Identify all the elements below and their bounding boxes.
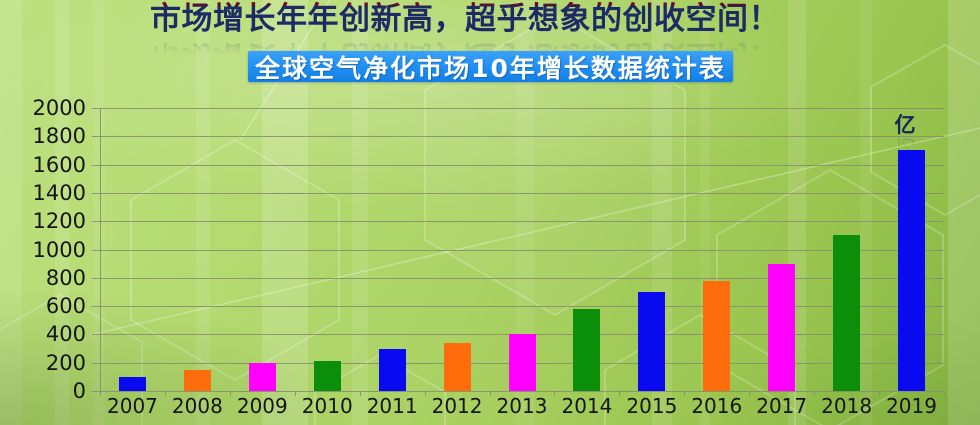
bar-2013 (508, 334, 536, 391)
bar-2016 (703, 280, 731, 391)
x-axis-label-2018: 2018 (821, 394, 873, 418)
unit-label: 亿 (894, 113, 916, 137)
x-tick (879, 391, 881, 396)
bar-2017 (768, 263, 796, 391)
x-tick (619, 391, 621, 396)
gridline-600 (100, 306, 944, 308)
y-axis-label-1800: 1800 (32, 124, 86, 149)
gridline-0 (100, 391, 944, 392)
bar-2012 (443, 342, 471, 391)
y-axis-label-600: 600 (45, 294, 86, 319)
x-tick (359, 391, 361, 396)
x-tick (229, 391, 231, 396)
x-tick (424, 391, 426, 396)
x-tick (100, 391, 101, 396)
bar-2010 (313, 361, 341, 391)
bar-2009 (248, 362, 276, 391)
y-axis-label-800: 800 (45, 265, 86, 290)
x-tick (814, 391, 816, 396)
y-tick-1600 (92, 164, 100, 166)
bar-2011 (378, 348, 406, 391)
y-axis-label-1600: 1600 (32, 152, 86, 177)
gridline-1800 (100, 136, 944, 138)
x-axis-label-2015: 2015 (626, 394, 678, 418)
y-axis-label-2000: 2000 (32, 96, 86, 120)
y-tick-1200 (92, 221, 100, 223)
gridline-2000 (100, 108, 944, 109)
x-tick (489, 391, 491, 396)
x-axis-label-2009: 2009 (236, 394, 288, 418)
x-axis-label-2010: 2010 (301, 394, 353, 418)
x-axis-label-2008: 2008 (171, 394, 223, 418)
x-axis-label-2016: 2016 (691, 394, 743, 418)
gridline-1400 (100, 192, 944, 194)
x-axis-label-2019: 2019 (886, 394, 937, 418)
y-tick-1000 (92, 249, 100, 251)
x-tick (749, 391, 751, 396)
gridline-1000 (100, 249, 944, 251)
page-title: 市场增长年年创新高，超乎想象的创收空间！ (150, 1, 780, 37)
x-tick (684, 391, 686, 396)
y-tick-1800 (92, 136, 100, 138)
y-axis-label-1200: 1200 (32, 209, 86, 234)
y-axis-label-200: 200 (45, 350, 86, 375)
chart-banner-label: 全球空气净化市场10年增长数据统计表 (255, 53, 726, 83)
gridline-1200 (100, 221, 944, 223)
x-tick (944, 391, 945, 396)
bar-2014 (573, 308, 601, 391)
y-tick-800 (92, 277, 100, 279)
x-axis-label-2013: 2013 (496, 394, 548, 418)
y-tick-400 (92, 334, 100, 336)
bar-2015 (638, 291, 666, 391)
chart-banner: 全球空气净化市场10年增长数据统计表 (248, 51, 733, 83)
y-tick-1400 (92, 192, 100, 194)
y-axis-label-400: 400 (45, 322, 86, 347)
x-tick (554, 391, 556, 396)
bar-2018 (833, 235, 861, 391)
bar-2019 (898, 150, 926, 391)
y-tick-200 (92, 362, 100, 364)
y-tick-2000 (92, 108, 100, 109)
y-tick-600 (92, 306, 100, 308)
x-axis-label-2014: 2014 (561, 394, 613, 418)
x-axis-label-2011: 2011 (366, 394, 418, 418)
y-axis-label-0: 0 (72, 379, 86, 403)
gridline-1600 (100, 164, 944, 166)
gridline-800 (100, 277, 944, 279)
y-axis-label-1000: 1000 (32, 237, 86, 262)
bar-2007 (118, 376, 146, 391)
y-axis-label-1400: 1400 (32, 180, 86, 205)
x-axis-label-2012: 2012 (431, 394, 483, 418)
x-tick (294, 391, 296, 396)
x-tick (164, 391, 166, 396)
bar-2008 (183, 369, 211, 391)
x-axis-label-2007: 2007 (107, 394, 158, 418)
y-tick-0 (92, 391, 100, 392)
x-axis-label-2017: 2017 (756, 394, 808, 418)
y-axis-line (100, 108, 101, 391)
